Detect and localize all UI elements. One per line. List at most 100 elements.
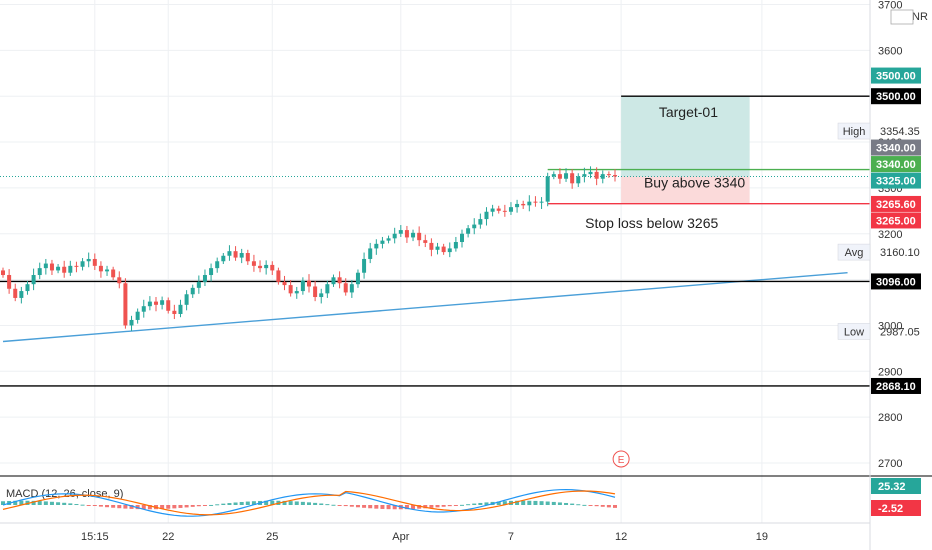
candle-body xyxy=(129,319,134,326)
candle-body xyxy=(245,253,250,262)
candle-body xyxy=(496,208,501,211)
currency-label: INR xyxy=(909,11,928,23)
macd-histogram-bar xyxy=(380,505,385,509)
candle-body xyxy=(551,174,556,177)
candle-body xyxy=(92,258,97,266)
candle-body xyxy=(380,240,385,244)
candle-body xyxy=(196,281,201,288)
candle-body xyxy=(7,275,12,289)
candle-body xyxy=(441,246,446,253)
macd-histogram-bar xyxy=(190,505,195,507)
candle-body xyxy=(502,210,507,212)
macd-histogram-bar xyxy=(294,501,299,505)
price-axis[interactable]: INR 270028002900300031003200330034003500… xyxy=(837,0,928,550)
candle-body xyxy=(490,208,495,212)
signal-line xyxy=(2,490,616,516)
macd-histogram-bar xyxy=(111,505,116,508)
horizontal-levels xyxy=(0,95,870,387)
candle-body xyxy=(43,263,48,269)
candle-body xyxy=(86,258,91,262)
macd-histogram-bar xyxy=(521,500,526,505)
candle-body xyxy=(307,280,311,287)
macd-histogram-bar xyxy=(606,505,611,508)
candle-body xyxy=(251,261,256,266)
candlestick-series xyxy=(1,166,617,331)
macd-histogram-bar xyxy=(92,505,97,506)
target-zone xyxy=(621,96,750,177)
candle-body xyxy=(533,201,538,203)
macd-histogram-bar xyxy=(331,504,336,506)
candle-body xyxy=(564,173,569,179)
macd-histogram-bar xyxy=(441,505,446,507)
macd-histogram-bar xyxy=(251,501,256,505)
price-badge-text: 3340.00 xyxy=(876,159,916,171)
price-badge xyxy=(871,67,921,84)
macd-histogram-bar xyxy=(86,505,91,506)
x-tick-label: Apr xyxy=(392,531,409,543)
candle-body xyxy=(184,294,189,305)
candle-body xyxy=(521,203,526,206)
candle-body xyxy=(13,288,18,298)
candle-body xyxy=(227,251,232,256)
macd-histogram-bar xyxy=(300,501,305,505)
price-badge xyxy=(871,172,921,189)
x-tick-label: 19 xyxy=(756,531,768,543)
macd-pane: MACD (12, 26, close, 9) xyxy=(0,475,932,517)
candle-body xyxy=(270,264,275,271)
macd-histogram-bar xyxy=(355,505,360,508)
candle-body xyxy=(166,300,171,311)
signal-value-badge xyxy=(871,500,921,516)
drawing-labels: Target-01 Buy above 3340 Stop loss below 3… xyxy=(585,104,745,468)
candle-body xyxy=(202,275,207,282)
candle-body xyxy=(576,176,581,184)
macd-histogram-bar xyxy=(25,500,30,505)
macd-histogram-bar xyxy=(374,505,379,509)
macd-histogram-bar xyxy=(49,501,54,505)
stat-tag-value: 3354.35 xyxy=(880,126,920,138)
y-tick-label: 2900 xyxy=(878,366,902,378)
candle-body xyxy=(190,287,195,295)
macd-histogram-bar xyxy=(264,500,269,505)
candle-body xyxy=(282,281,287,286)
x-tick-label: 12 xyxy=(615,531,627,543)
stat-tag-name: Low xyxy=(844,326,864,338)
candle-body xyxy=(154,301,158,305)
candle-body xyxy=(539,201,544,203)
macd-histogram-bar xyxy=(404,505,409,510)
candle-body xyxy=(570,173,575,184)
candle-body xyxy=(233,251,238,258)
candle-body xyxy=(368,248,373,259)
candle-body xyxy=(80,261,85,267)
price-badge-text: 3500.00 xyxy=(876,71,916,83)
macd-histogram-bar xyxy=(319,503,324,505)
macd-histogram-bar xyxy=(123,505,128,509)
macd-histogram-bar xyxy=(557,502,562,505)
macd-histogram-bar xyxy=(13,500,18,505)
macd-histogram-bar xyxy=(600,505,605,507)
macd-histogram-bar xyxy=(435,505,440,508)
macd-histogram-bar xyxy=(202,505,207,506)
candle-body xyxy=(343,283,348,293)
macd-histogram-bar xyxy=(417,505,422,509)
candle-body xyxy=(105,269,110,272)
macd-histogram-bar xyxy=(343,505,348,507)
candle-body xyxy=(264,264,269,269)
candle-body xyxy=(239,253,244,258)
macd-histogram-bar xyxy=(68,503,73,505)
time-axis[interactable]: 15:15 22 25 Apr 7 12 19 xyxy=(0,522,870,543)
price-badge xyxy=(871,212,921,229)
macd-histogram-bar xyxy=(386,505,391,510)
price-badge xyxy=(871,139,921,156)
x-tick-label: 15:15 xyxy=(81,531,109,543)
candle-body xyxy=(111,269,116,278)
trendline xyxy=(2,272,848,343)
candle-body xyxy=(478,219,483,225)
macd-histogram-bar xyxy=(31,500,36,505)
candle-body xyxy=(325,284,330,294)
macd-histogram-bar xyxy=(564,502,569,505)
price-badge-text: 3265.60 xyxy=(876,199,916,211)
price-badge-text: 3096.00 xyxy=(876,276,916,288)
macd-histogram-bar xyxy=(533,500,538,505)
stat-tag xyxy=(837,122,871,140)
